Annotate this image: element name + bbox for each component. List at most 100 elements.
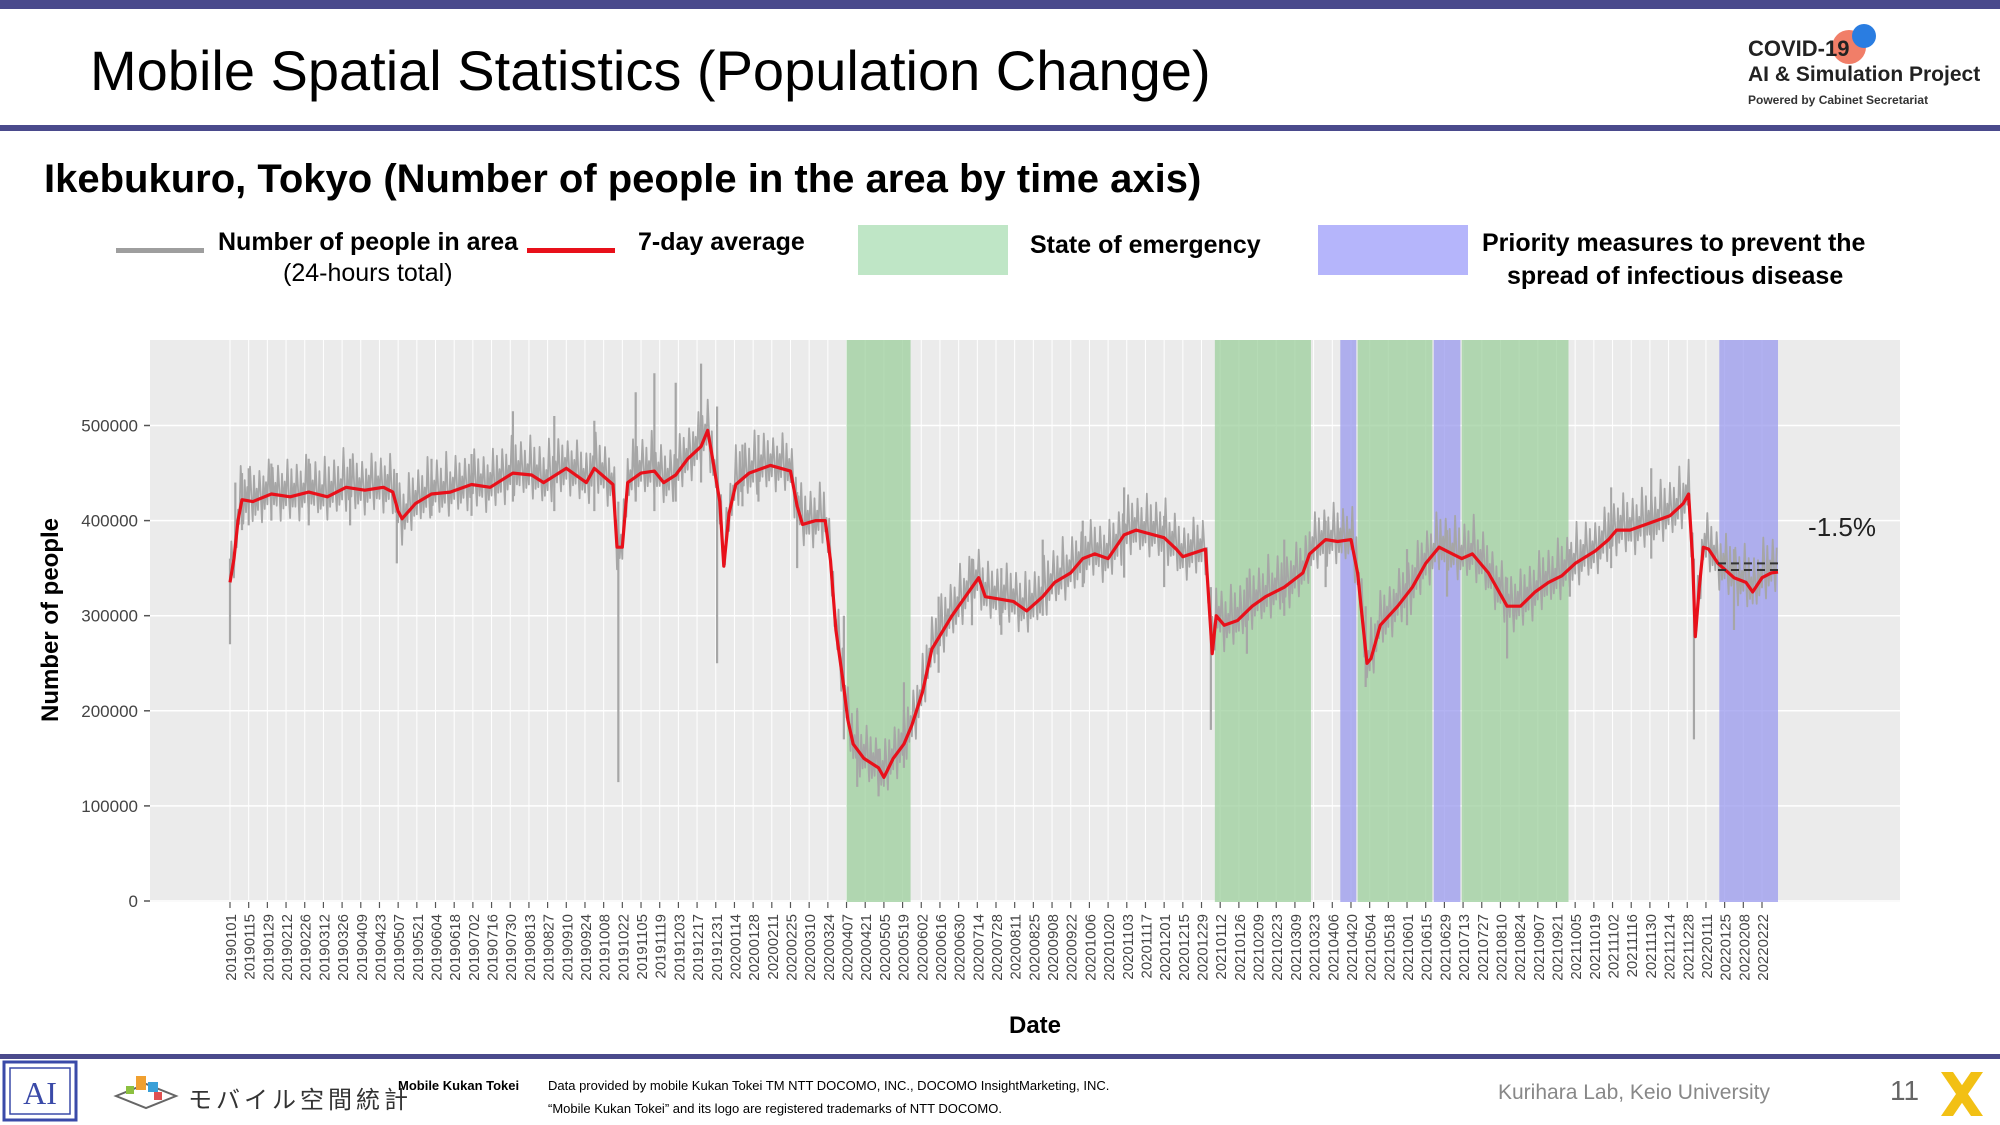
x-tick-label: 20190702 (466, 914, 483, 981)
x-tick-label: 20190423 (372, 914, 389, 981)
y-tick-label: 0 (129, 892, 138, 911)
x-tick-label: 20201215 (1176, 914, 1193, 981)
x-tick-label: 20190716 (485, 914, 502, 981)
x-tick-label: 20200505 (877, 914, 894, 981)
legend-swatch-daily (116, 248, 204, 253)
legend-label-daily: Number of people in area (218, 228, 519, 256)
x-tick-label: 20200728 (989, 914, 1006, 981)
x-tick-label: 20210420 (1344, 914, 1361, 981)
x-tick-label: 20210209 (1251, 914, 1268, 981)
plot-background (150, 340, 1900, 902)
x-tick-label: 20210615 (1419, 914, 1436, 981)
footer-credit-2: “Mobile Kukan Tokei” and its logo are re… (548, 1101, 1002, 1116)
title-underline-bar (0, 125, 2000, 131)
x-tick-label: 20200922 (1064, 914, 1081, 981)
x-tick-label: 20190212 (279, 914, 296, 981)
priority-region (1719, 340, 1779, 902)
x-tick-label: 20210518 (1381, 914, 1398, 981)
footer-credit-1: Data provided by mobile Kukan Tokei TM N… (548, 1078, 1110, 1093)
x-tick-label: 20210629 (1437, 914, 1454, 981)
x-tick-label: 20210112 (1213, 914, 1230, 980)
x-tick-label: 20190924 (578, 914, 595, 981)
annotation-group: -1.5% (1717, 512, 1876, 572)
x-tick-label: 20201006 (1082, 914, 1099, 981)
x-tick-label: 20211228 (1680, 914, 1697, 980)
x-tick-label: 20190101 (223, 914, 240, 981)
x-tick-label: 20210921 (1549, 914, 1566, 981)
x-tick-label: 20210601 (1400, 914, 1417, 981)
legend-label-emergency: State of emergency (1030, 231, 1261, 259)
x-tick-label: 20220111 (1699, 914, 1716, 979)
x-tick-label: 20190604 (429, 914, 446, 981)
x-tick-label: 20211130 (1643, 914, 1660, 979)
x-tick-label: 20200421 (858, 914, 875, 981)
y-tick-label: 100000 (81, 797, 138, 816)
x-tick-label: 20220208 (1736, 914, 1753, 981)
population-chart: -1.5% 0 100000 200000 300000 400000 500000 20… (37, 340, 1900, 1039)
x-tick-label: 20190409 (354, 914, 371, 981)
average-line (228, 428, 1779, 779)
corner-x-logo-icon (1941, 1072, 1983, 1116)
legend-swatch-priority (1318, 225, 1468, 275)
x-tick-label: 20191203 (671, 914, 688, 981)
emergency-region (1214, 340, 1311, 902)
mobile-kukan-tokei-logo-icon (113, 1076, 179, 1110)
x-tick-label: 20190827 (541, 914, 558, 981)
footer-lab-name: Kurihara Lab, Keio University (1498, 1081, 1770, 1104)
footer-accent-bar (0, 1054, 2000, 1059)
x-tick-label: 20200616 (933, 914, 950, 981)
x-tick-label: 20200908 (1045, 914, 1062, 981)
x-tick-label: 20201103 (1120, 914, 1137, 980)
x-tick-label: 20210810 (1493, 914, 1510, 981)
x-tick-label: 20191119 (653, 914, 670, 979)
page-number: 11 (1890, 1075, 1920, 1106)
lab-logo-icon: AI (2, 1060, 78, 1122)
x-tick-label: 20210406 (1325, 914, 1342, 981)
x-tick-label: 20200225 (783, 914, 800, 981)
x-tick-label: 20210323 (1307, 914, 1324, 981)
x-tick-label: 20191008 (597, 914, 614, 981)
x-tick-label: 20201020 (1101, 914, 1118, 981)
x-tick-label: 20190813 (522, 914, 539, 981)
x-tick-label: 20191231 (709, 914, 726, 981)
x-tick-label: 20200811 (1008, 914, 1025, 980)
x-tick-label: 20210824 (1512, 914, 1529, 981)
svg-text:AI: AI (23, 1075, 57, 1111)
x-tick-label: 20210504 (1363, 914, 1380, 981)
x-tick-label: 20210727 (1475, 914, 1492, 981)
chart-title: Ikebukuro, Tokyo (Number of people in th… (44, 157, 1202, 201)
x-tick-label: 20200602 (914, 914, 931, 981)
y-axis: 0 100000 200000 300000 400000 500000 (81, 417, 150, 911)
x-tick-label: 20190129 (260, 914, 277, 981)
x-tick-label: 20210223 (1269, 914, 1286, 981)
x-tick-label: 20211116 (1624, 914, 1641, 977)
x-tick-label: 20200324 (821, 914, 838, 981)
x-tick-label: 20200407 (840, 914, 857, 981)
x-tick-label: 20190910 (559, 914, 576, 981)
legend-label-daily-sub: (24-hours total) (283, 259, 453, 287)
legend: Number of people in area (24-hours total… (0, 215, 2000, 300)
x-tick-label: 20200714 (970, 914, 987, 981)
legend-label-average: 7-day average (638, 228, 805, 256)
x-tick-label: 20200825 (1026, 914, 1043, 981)
y-tick-label: 500000 (81, 417, 138, 436)
x-tick-label: 20190618 (447, 914, 464, 981)
legend-swatch-average (527, 248, 615, 253)
x-tick-label: 20210907 (1531, 914, 1548, 981)
x-tick-label: 20190507 (391, 914, 408, 981)
x-tick-label: 20210309 (1288, 914, 1305, 981)
legend-label-priority-2: spread of infectious disease (1507, 262, 1844, 290)
x-tick-label: 20200211 (765, 914, 782, 980)
legend-label-priority-1: Priority measures to prevent the (1482, 229, 1866, 257)
x-tick-label: 20190326 (335, 914, 352, 981)
x-tick-label: 20191105 (634, 914, 651, 980)
annotation-label: -1.5% (1808, 512, 1876, 542)
footer-brand-name: Mobile Kukan Tokei (398, 1078, 520, 1093)
x-tick-label: 20190730 (503, 914, 520, 981)
x-tick-label: 20190521 (410, 914, 427, 981)
legend-swatch-emergency (858, 225, 1008, 275)
x-tick-label: 20210126 (1232, 914, 1249, 981)
x-tick-label: 20211019 (1587, 914, 1604, 980)
priority-region (1433, 340, 1461, 902)
y-axis-label: Number of people (37, 518, 64, 722)
